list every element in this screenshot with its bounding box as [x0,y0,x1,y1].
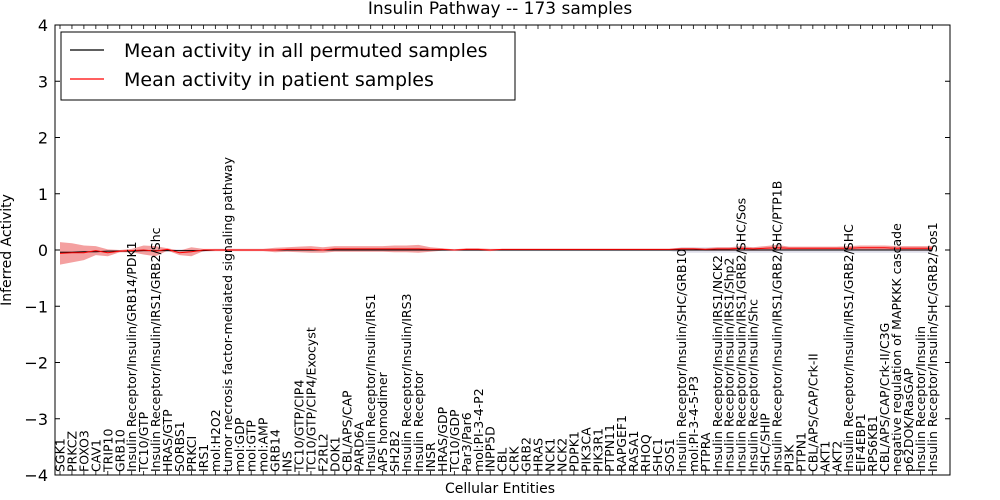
x-category-label: GRB14 [268,429,283,472]
x-category-label: RHOQ [638,434,653,472]
legend-label-permuted: Mean activity in all permuted samples [124,40,487,62]
x-category-label: DOK1 [327,436,342,472]
y-tick-label: −4 [24,466,48,485]
legend-label-patient: Mean activity in patient samples [124,69,434,91]
x-category-label: SOS1 [662,438,677,472]
x-category-label: CBL/APS/CAP/Crk-II [805,353,820,472]
x-category-label: PRKCZ [65,431,80,472]
patient-mean-line [59,247,933,254]
y-tick-label: 0 [38,241,48,260]
x-category-label: CBL [495,448,510,472]
y-tick-label: 4 [38,16,48,35]
x-category-label: GRB10 [112,429,127,472]
x-category-label: INSR [423,442,438,472]
y-tick-label: 2 [38,129,48,148]
x-category-label: CBL/APS/CAP/Crk-II/C3G [877,323,892,472]
x-category-label: PTPRA [698,432,713,472]
x-category-label: HRAS/GDP [435,406,450,472]
x-category-label: HRAS/GTP [160,409,175,472]
plot-area [59,242,933,265]
x-category-label: TC10/GTP [136,411,151,473]
x-category-label: Insulin Receptor/Insulin/IRS1/GRB2/Shc [148,227,163,472]
x-category-label: mol:H2O2 [208,409,223,472]
x-category-label: TC10/GDP [447,409,462,473]
x-category-label: TC10/GTP/CIP4/Exocyst [303,327,318,473]
x-category-label: AKT2 [829,441,844,472]
x-category-label: Insulin Receptor/Insulin/IRS1/Shp2 [722,258,737,472]
x-category-label: CAV1 [88,439,103,472]
y-tick-label: 1 [38,185,48,204]
x-category-label: EIF4EBP1 [853,413,868,472]
y-tick-label: −1 [24,297,48,316]
x-category-label: HRAS [531,438,546,472]
x-category-label: TC10/GTP/CIP4 [292,380,307,473]
x-category-label: mol:GDP [232,417,247,472]
x-category-label: PIK3CA [578,427,593,472]
x-category-label: Insulin Receptor/Insulin/IRS3 [399,294,414,472]
chart-title: Insulin Pathway -- 173 samples [368,0,633,19]
x-category-label: NCK2 [554,438,569,472]
x-category-label: Insulin Receptor/Insulin/Shc [746,299,761,472]
x-category-label: PTPN1 [793,432,808,472]
x-category-label: Par3/Par6 [459,412,474,472]
x-category-label: p62DOK/RasGAP [901,367,916,472]
legend-box [60,31,516,101]
x-category-label: RASA1 [626,431,641,472]
x-category-label: SORBS1 [172,421,187,472]
x-category-label: GRB2 [519,437,534,472]
x-category-label: SGK1 [53,438,68,472]
x-category-label: SHC/SHIP [758,413,773,472]
x-category-label: FOXO3 [76,430,91,472]
x-category-label: PRKCI [184,436,199,472]
x-category-label: CRK [507,446,522,472]
x-axis-label: Cellular Entities [445,481,555,497]
x-category-label: INPP5D [483,426,498,472]
x-category-label: mol:AMP [256,417,271,472]
x-category-label: negative regulation of MAPKKK cascade [889,223,904,472]
x-category-label: Insulin Receptor [411,370,426,472]
legend: Mean activity in all permuted samples Me… [60,31,516,101]
x-category-label: PTPN11 [602,424,617,472]
x-category-label: Insulin Receptor/Insulin/IRS1/GRB2/SHC/S… [734,198,749,472]
x-category-label: Insulin Receptor/Insulin/IRS1/GRB2/SHC [841,224,856,472]
y-tick-label: −2 [24,354,48,373]
x-category-label: Insulin Receptor/Insulin/GRB14/PDK1 [124,241,139,472]
x-category-label: SHC1 [650,438,665,472]
y-tick-label: 3 [38,72,48,91]
x-category-label: APS homodimer [375,371,390,472]
x-category-label: PDPK1 [566,431,581,472]
x-category-label: Insulin Receptor/Insulin/IRS1 [363,294,378,472]
x-category-label: Insulin Receptor/Insulin/SHC/GRB10 [674,249,689,472]
y-axis-label: Inferred Activity [0,194,15,306]
y-tick-label: −3 [24,410,48,429]
x-category-label: mol:PI-3-4-P2 [471,388,486,472]
x-category-label: AKT1 [817,441,832,472]
x-category-label: PARD6A [351,421,366,472]
x-category-label: F2RL2 [315,433,330,472]
x-category-label: Insulin Receptor/Insulin/SHC/GRB2/Sos1 [925,222,940,472]
x-category-label: Insulin Receptor/Insulin/IRS1/GRB2/SHC/P… [770,181,785,472]
x-category-label: PI3K [781,444,796,472]
x-category-label: Insulin Receptor/Insulin/IRS1/NCK2 [710,255,725,472]
x-category-label: RAPGEF1 [614,415,629,472]
x-category-label: SH2B2 [387,430,402,472]
x-category-label: tumor necrosis factor-mediated signaling… [220,156,235,472]
x-category-label: INS [280,451,295,472]
y-axis-ticks: −4 −3 −2 −1 0 1 2 3 4 [24,16,950,485]
x-category-label: Insulin Receptor/Insulin [913,326,928,472]
x-category-label: PIK3R1 [590,428,605,472]
x-category-label: TRIP10 [100,429,115,473]
x-category-label: mol:PI-3-4-5-P3 [686,376,701,472]
x-category-label: NCK1 [543,438,558,472]
patient-band [60,242,933,265]
x-category-label: mol:GTP [244,420,259,472]
x-category-label: CBL/APS/CAP [339,390,354,472]
x-category-label: RPS6KB1 [865,415,880,472]
x-category-label: IRS1 [196,444,211,472]
